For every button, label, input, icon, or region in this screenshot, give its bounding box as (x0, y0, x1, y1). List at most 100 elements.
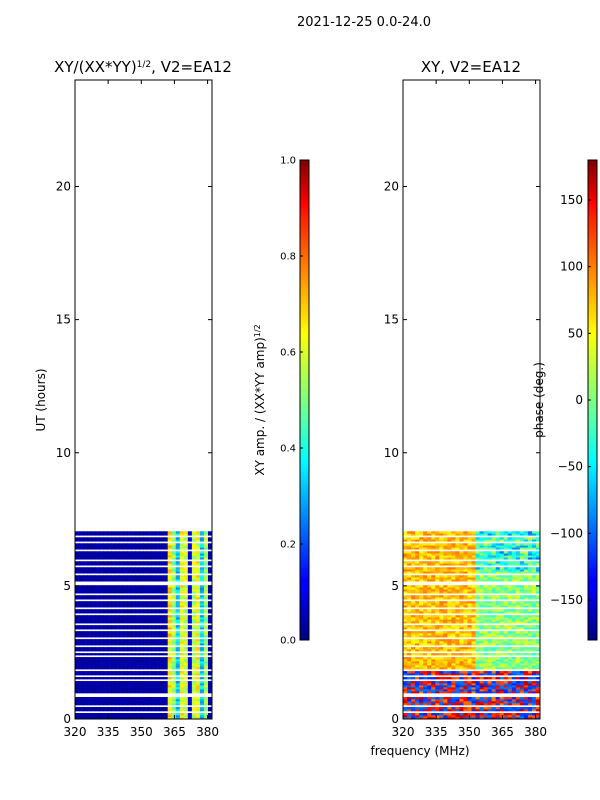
heatmap-cell (471, 611, 477, 614)
heatmap-cell (535, 563, 540, 566)
heatmap-cell (107, 553, 112, 556)
heatmap-cell (467, 647, 472, 650)
heatmap-cell (423, 689, 428, 692)
heatmap-cell (127, 557, 132, 560)
heatmap-cell (443, 689, 448, 692)
heatmap-cell (203, 553, 209, 556)
heatmap-cell (187, 543, 193, 546)
heatmap-cell (419, 617, 424, 620)
heatmap-cell (435, 665, 440, 668)
heatmap-cell (403, 709, 408, 712)
heatmap-cell (515, 609, 521, 612)
heatmap-cell (483, 609, 489, 612)
heatmap-cell (523, 689, 529, 692)
heatmap-cell (463, 533, 468, 536)
heatmap-cell (151, 685, 157, 688)
heatmap-cell (435, 617, 440, 620)
heatmap-cell (515, 555, 521, 558)
heatmap-cell (207, 619, 212, 622)
heatmap-cell (435, 689, 440, 692)
heatmap-cell (119, 667, 124, 670)
heatmap-cell (107, 701, 112, 704)
heatmap-cell (515, 647, 521, 650)
heatmap-cell (151, 543, 157, 546)
heatmap-cell (207, 677, 212, 680)
heatmap-cell (403, 601, 408, 604)
heatmap-cell (423, 591, 428, 594)
heatmap-cell (443, 589, 448, 592)
heatmap-cell (111, 627, 116, 630)
heatmap-cell (199, 543, 205, 546)
heatmap-cell (83, 567, 88, 570)
heatmap-cell (423, 715, 428, 718)
heatmap-cell (407, 551, 412, 554)
heatmap-cell (519, 647, 525, 650)
heatmap-cell (467, 585, 472, 588)
heatmap-cell (183, 717, 189, 719)
heatmap-cell (199, 603, 205, 606)
heatmap-cell (503, 703, 509, 706)
heatmap-cell (495, 653, 501, 656)
heatmap-cell (91, 619, 96, 622)
heatmap-cell (143, 657, 149, 660)
heatmap-cell (451, 663, 456, 666)
heatmap-cell (479, 557, 485, 560)
heatmap-cell (203, 627, 209, 630)
heatmap-cell (403, 537, 408, 540)
heatmap-cell (79, 687, 84, 690)
heatmap-cell (403, 707, 408, 710)
heatmap-cell (511, 639, 517, 642)
heatmap-cell (475, 659, 481, 662)
heatmap-cell (171, 653, 177, 656)
heatmap-cell (503, 709, 509, 712)
heatmap-cell (503, 635, 509, 638)
heatmap-cell (447, 575, 452, 578)
heatmap-cell (471, 653, 477, 656)
heatmap-cell (447, 545, 452, 548)
heatmap-cell (503, 605, 509, 608)
heatmap-cell (203, 663, 209, 666)
heatmap-cell (83, 701, 88, 704)
heatmap-cell (519, 561, 525, 564)
heatmap-cell (195, 561, 201, 564)
heatmap-cell (175, 551, 181, 554)
heatmap-cell (171, 575, 177, 578)
heatmap-cell (187, 595, 193, 598)
heatmap-cell (491, 661, 497, 664)
heatmap-cell (419, 555, 424, 558)
heatmap-cell (107, 543, 112, 546)
heatmap-cell (507, 611, 513, 614)
heatmap-cell (519, 697, 525, 700)
heatmap-cell (171, 703, 177, 706)
heatmap-cell (127, 665, 132, 668)
heatmap-cell (155, 657, 161, 660)
heatmap-cell (91, 571, 96, 574)
heatmap-cell (127, 689, 132, 692)
heatmap-cell (491, 595, 497, 598)
heatmap-cell (471, 585, 477, 588)
heatmap-cell (187, 561, 193, 564)
heatmap-cell (79, 577, 84, 580)
heatmap-cell (535, 701, 540, 704)
heatmap-cell (191, 543, 197, 546)
heatmap-cell (515, 537, 521, 540)
heatmap-cell (119, 713, 124, 716)
heatmap-cell (483, 691, 489, 694)
heatmap-cell (151, 591, 157, 594)
heatmap-cell (403, 683, 408, 686)
heatmap-cell (123, 571, 128, 574)
heatmap-cell (531, 667, 537, 670)
heatmap-cell (523, 563, 529, 566)
heatmap-cell (171, 709, 177, 712)
heatmap-cell (523, 547, 529, 550)
heatmap-cell (423, 681, 428, 684)
heatmap-cell (531, 703, 537, 706)
heatmap-cell (503, 531, 509, 534)
heatmap-cell (139, 619, 144, 622)
heatmap-cell (443, 683, 448, 686)
heatmap-cell (507, 635, 513, 638)
heatmap-cell (467, 667, 472, 670)
heatmap-cell (403, 659, 408, 662)
heatmap-cell (207, 609, 212, 612)
heatmap-cell (119, 555, 124, 558)
